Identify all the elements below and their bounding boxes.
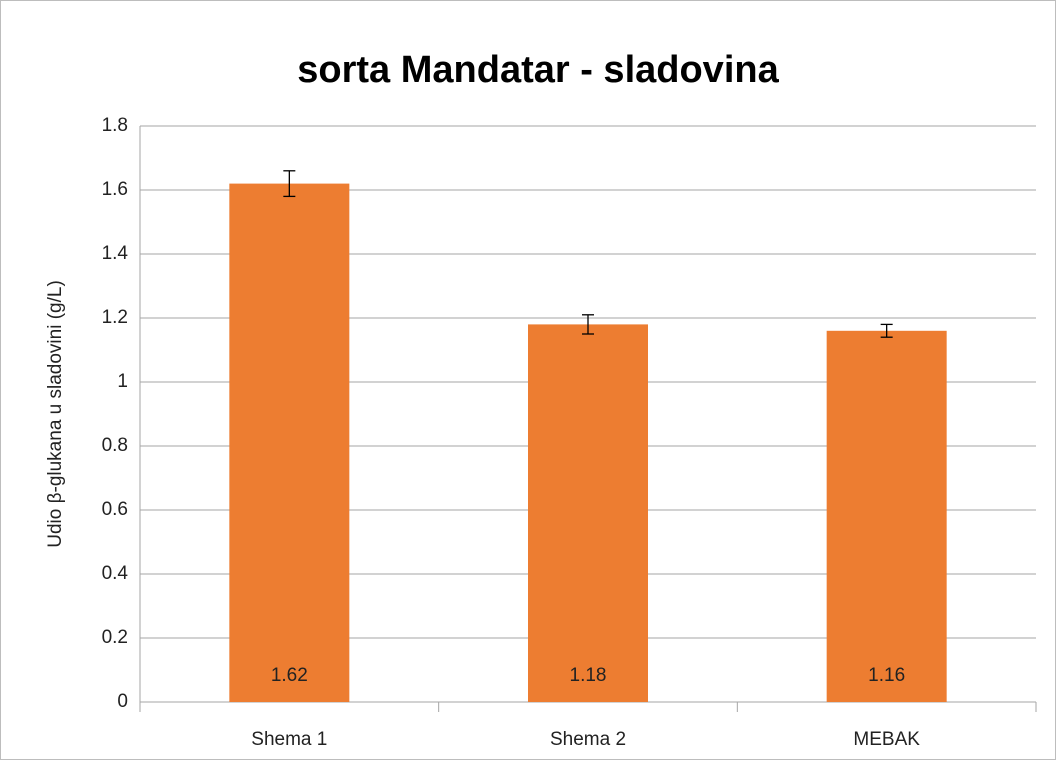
x-tick-label: MEBAK xyxy=(853,729,920,750)
x-tick-label: Shema 1 xyxy=(251,729,327,750)
bar xyxy=(826,330,947,702)
chart-title: sorta Mandatar - sladovina xyxy=(297,49,779,91)
y-tick-label: 1 xyxy=(117,371,128,392)
bar xyxy=(229,183,350,703)
data-label: 1.62 xyxy=(271,665,308,686)
error-bar xyxy=(880,323,893,338)
y-tick-label: 0.4 xyxy=(102,563,129,584)
y-tick-label: 0.6 xyxy=(102,499,128,520)
y-tick-label: 0.2 xyxy=(102,627,128,648)
y-tick-label: 0 xyxy=(117,691,128,712)
data-label: 1.16 xyxy=(868,665,905,686)
bar xyxy=(528,324,648,702)
y-tick-label: 1.8 xyxy=(102,115,128,136)
y-tick-label: 1.4 xyxy=(102,243,129,264)
data-label: 1.18 xyxy=(570,665,607,686)
y-tick-label: 0.8 xyxy=(102,435,128,456)
y-tick-label: 1.2 xyxy=(102,307,128,328)
error-bar xyxy=(283,170,296,198)
y-axis-label: Udio β-glukana u sladovini (g/L) xyxy=(45,280,66,548)
y-tick-label: 1.6 xyxy=(102,179,128,200)
x-tick-label: Shema 2 xyxy=(550,729,626,750)
error-bar xyxy=(582,314,594,335)
